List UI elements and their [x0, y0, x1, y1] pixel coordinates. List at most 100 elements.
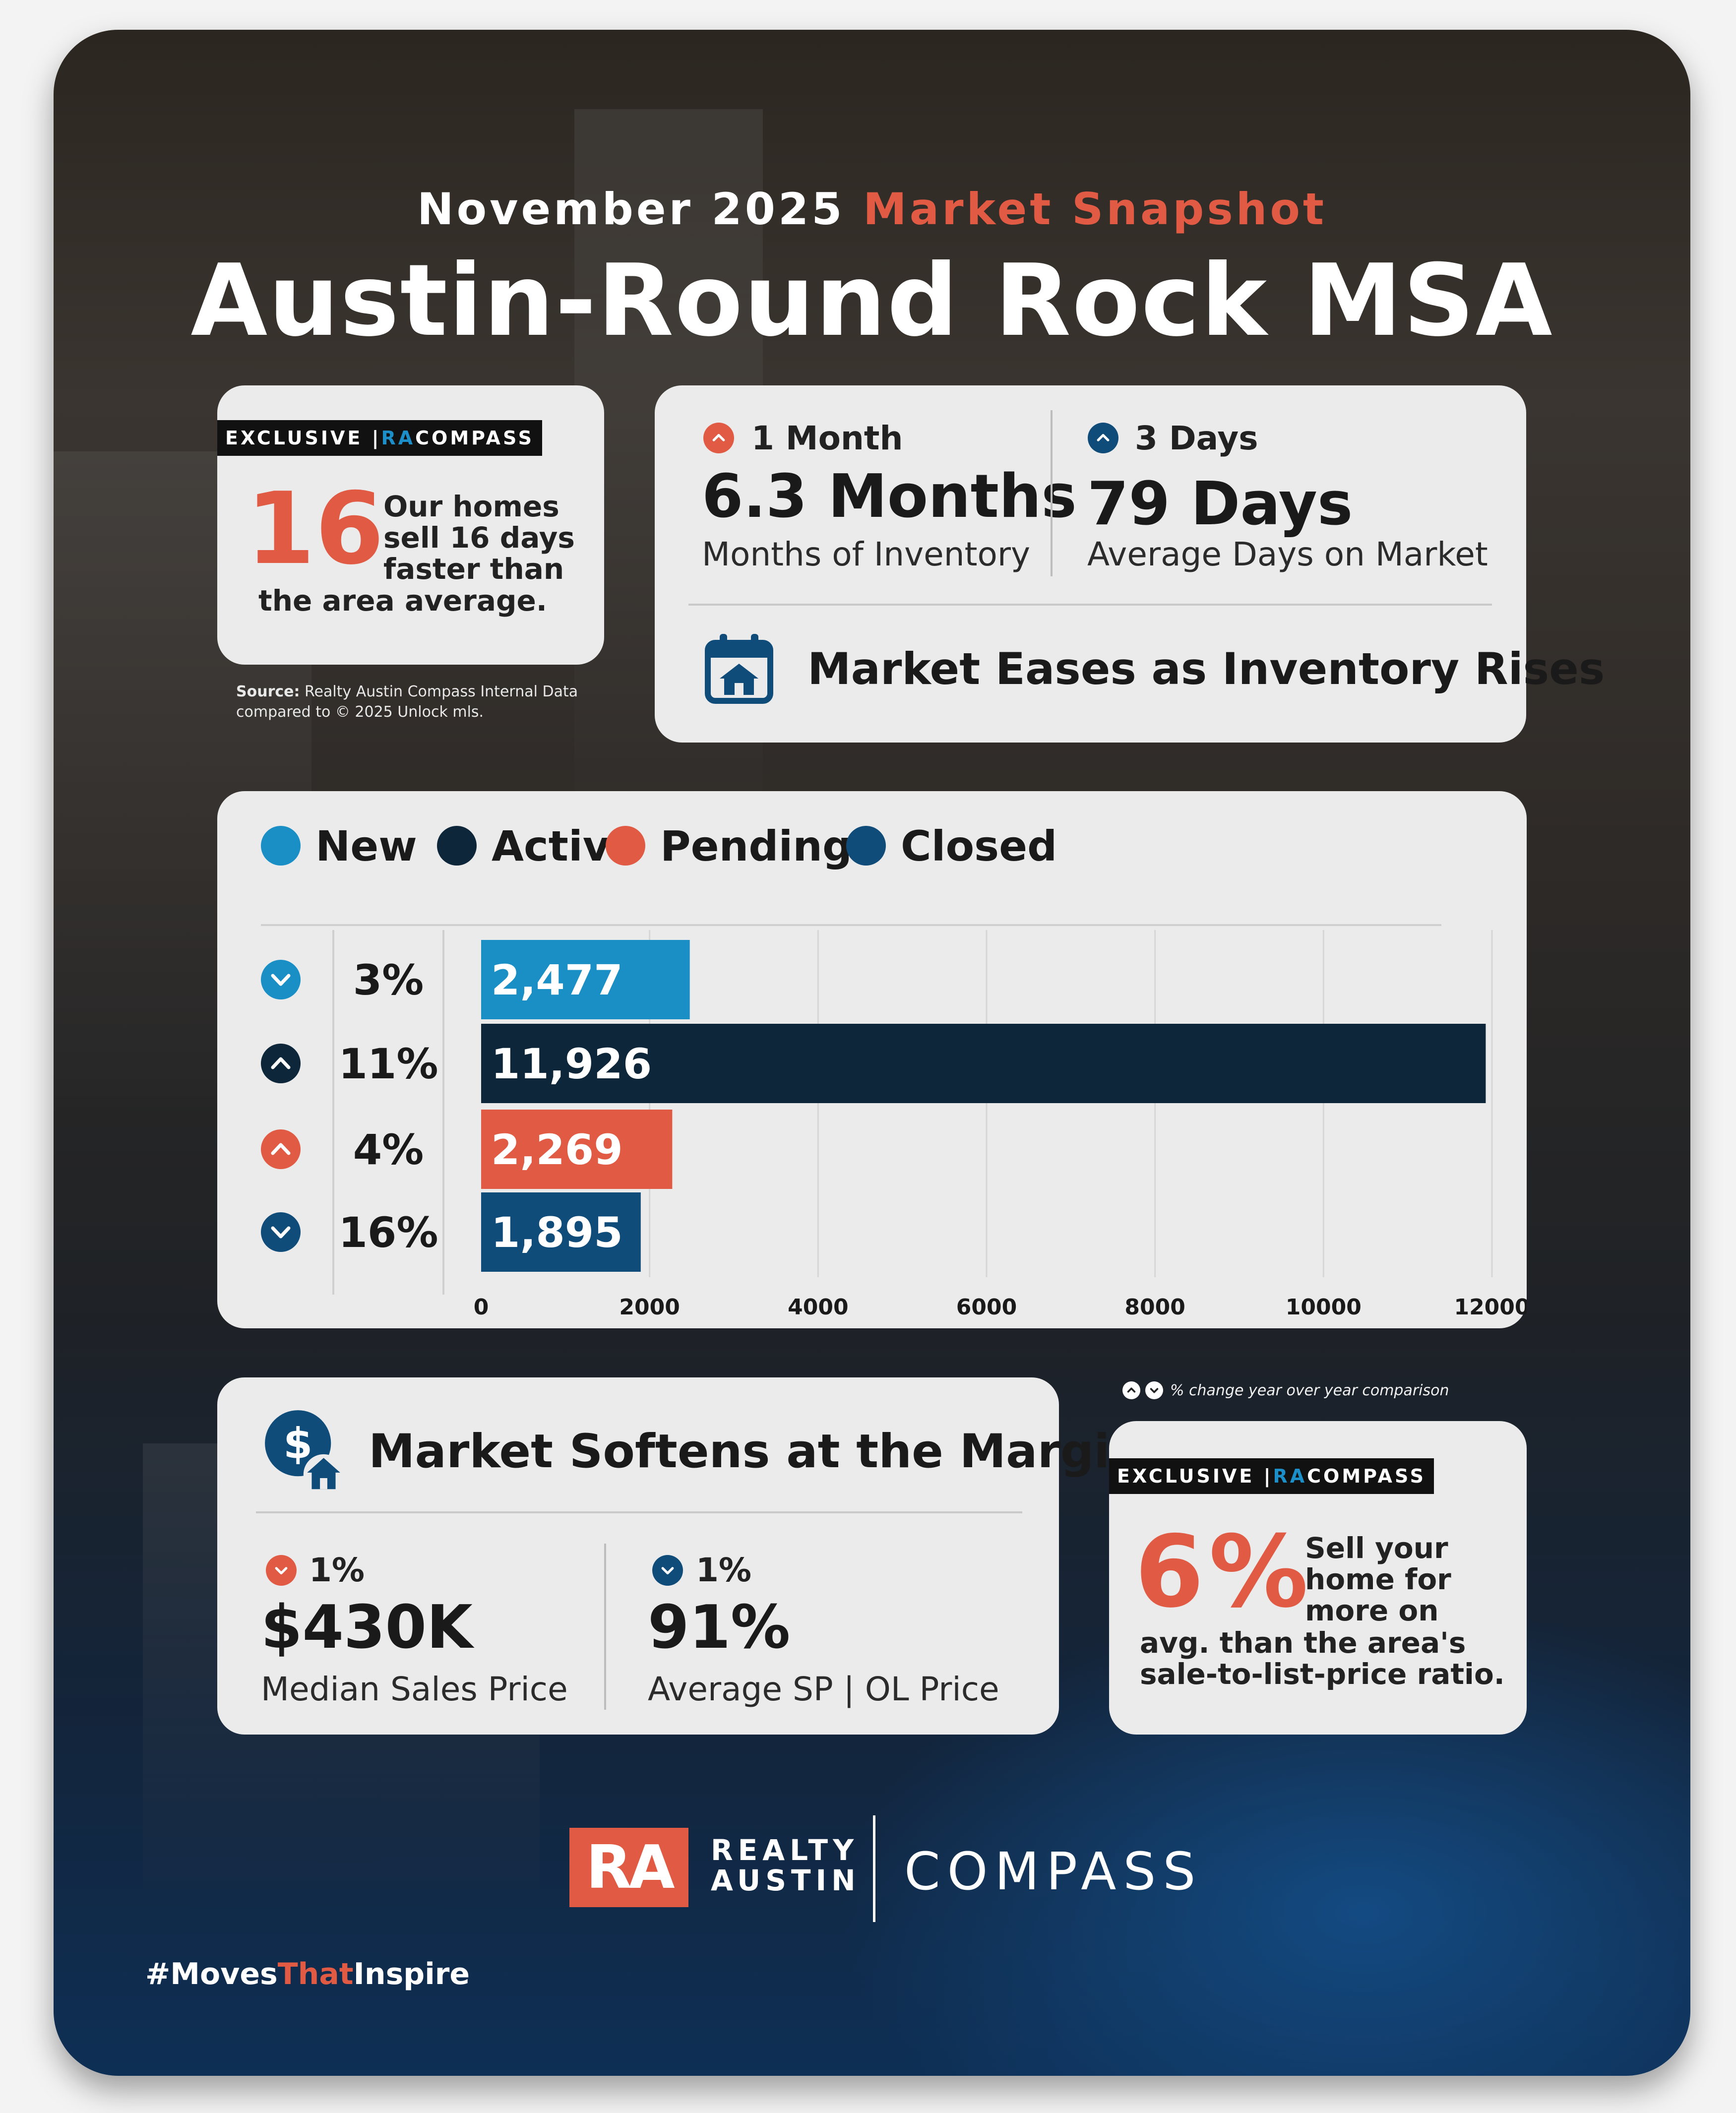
- gridline: [649, 930, 651, 1277]
- calendar-house-icon: [705, 634, 773, 704]
- stat-divider: [604, 1544, 606, 1710]
- stat-divider: [1051, 410, 1053, 576]
- margin-card: $ Market Softens at the Margin 1% $430K …: [217, 1377, 1143, 1735]
- bar-value-label: 1,895: [491, 1208, 623, 1257]
- chevron-down-icon: [1145, 1381, 1163, 1399]
- exclusive-price-line3: more on: [1305, 1594, 1439, 1627]
- bar: [481, 1192, 641, 1272]
- price-number: 6: [1135, 1514, 1204, 1630]
- infographic-frame: November 2025 Market Snapshot Austin-Rou…: [54, 30, 1690, 2076]
- exclusive-days-number: 16: [246, 471, 384, 587]
- x-tick-label: 10000: [1286, 1295, 1362, 1320]
- exclusive-price-line5: sale-to-list-price ratio.: [1140, 1657, 1505, 1691]
- source-note: Source: Realty Austin Compass Internal D…: [236, 682, 578, 722]
- yoy-change-label: 3%: [353, 956, 424, 1004]
- yoy-change-label: 11%: [338, 1040, 438, 1088]
- chevron-up-icon: [1088, 423, 1118, 453]
- bar-value-label: 2,269: [491, 1125, 623, 1174]
- bar-value-label: 2,477: [491, 956, 623, 1004]
- chevron-down-icon: [266, 1555, 297, 1586]
- chevron-down-icon: [652, 1555, 683, 1586]
- hashtag-part3: Inspire: [353, 1957, 470, 1991]
- x-tick-label: 4000: [788, 1295, 848, 1320]
- x-tick-label: 12000: [1454, 1295, 1527, 1320]
- bar-value-label: 11,926: [491, 1040, 652, 1088]
- inventory-change: 1 Month: [751, 419, 903, 457]
- logo-divider: [873, 1815, 875, 1922]
- exclusive-days-line2: sell 16 days: [383, 521, 575, 555]
- bar: [481, 1110, 673, 1189]
- badge-ra: RA: [381, 427, 416, 449]
- ratio-value: 91%: [648, 1593, 791, 1662]
- gridline: [817, 930, 819, 1277]
- footnote-text: % change year over year comparison: [1170, 1381, 1449, 1399]
- legend-swatch: [846, 826, 886, 866]
- source-text-line2: compared to © 2025 Unlock mls.: [236, 703, 484, 721]
- dollar-house-icon: $: [265, 1410, 344, 1495]
- header-month: November 2025: [417, 184, 845, 235]
- axis-divider: [442, 930, 444, 1295]
- gridline: [986, 930, 988, 1277]
- exclusive-days-line3: faster than: [383, 552, 564, 586]
- chevron-up-icon: [261, 1044, 301, 1083]
- x-tick-label: 6000: [956, 1295, 1017, 1320]
- legend-swatch: [261, 826, 301, 866]
- legend-swatch: [606, 826, 645, 866]
- gridline: [1322, 930, 1324, 1277]
- legend-label: Closed: [901, 822, 1057, 870]
- realty-austin-wordmark: REALTY AUSTIN: [711, 1835, 861, 1896]
- exclusive-badge: EXCLUSIVE | RA COMPASS: [217, 420, 542, 456]
- compass-logo: COMPASS: [904, 1841, 1203, 1902]
- exclusive-badge: EXCLUSIVE | RA COMPASS: [1109, 1458, 1434, 1494]
- badge-text: EXCLUSIVE |: [225, 427, 381, 449]
- exclusive-price-card: EXCLUSIVE | RA COMPASS 6% Sell your home…: [1109, 1421, 1527, 1735]
- badge-text: EXCLUSIVE |: [1117, 1465, 1273, 1487]
- exclusive-days-card: EXCLUSIVE | RA COMPASS 16 Our homes sell…: [217, 385, 604, 665]
- change-column-divider: [332, 930, 334, 1295]
- exclusive-price-line1: Sell your: [1305, 1531, 1448, 1565]
- yoy-change-label: 4%: [353, 1125, 424, 1174]
- chevron-up-icon: [261, 1129, 301, 1169]
- chevron-down-icon: [261, 960, 301, 999]
- card-divider: [688, 604, 1492, 606]
- source-text: Realty Austin Compass Internal Data: [300, 683, 578, 700]
- median-label: Median Sales Price: [261, 1670, 568, 1708]
- listings-chart-card: New Active Pending Closed 0 2000 4000 6000 8000 1…: [217, 791, 1527, 1328]
- ra-logo-text: RA: [586, 1833, 675, 1902]
- exclusive-days-line1: Our homes: [383, 490, 559, 523]
- exclusive-price-line4: avg. than the area's: [1140, 1626, 1466, 1660]
- wordmark-realty: REALTY: [711, 1833, 859, 1867]
- bar: [481, 940, 690, 1019]
- header-snapshot: Market Snapshot: [863, 184, 1327, 235]
- legend-divider: [261, 924, 1441, 926]
- badge-compass: COMPASS: [1307, 1465, 1426, 1487]
- dom-value: 79 Days: [1087, 470, 1353, 539]
- gridline: [1154, 930, 1156, 1277]
- hashtag: #MovesThatInspire: [145, 1957, 470, 1991]
- chevron-up-icon: [703, 423, 734, 453]
- page-title: Austin-Round Rock MSA: [190, 243, 1553, 359]
- chevron-up-icon: [1122, 1381, 1140, 1399]
- chevron-up-glyph: [271, 1143, 291, 1155]
- x-tick-label: 0: [474, 1295, 489, 1320]
- source-label: Source:: [236, 683, 300, 700]
- badge-ra: RA: [1273, 1465, 1307, 1487]
- exclusive-price-number: 6%: [1135, 1523, 1308, 1622]
- header-subtitle: November 2025 Market Snapshot: [54, 184, 1690, 235]
- ratio-label: Average SP | OL Price: [648, 1670, 999, 1708]
- yoy-change-label: 16%: [338, 1208, 438, 1257]
- dom-change: 3 Days: [1135, 419, 1258, 457]
- svg-text:$: $: [283, 1419, 312, 1468]
- hashtag-part2: That: [277, 1957, 354, 1991]
- median-change: 1%: [309, 1551, 365, 1589]
- chevron-down-glyph: [271, 1226, 291, 1239]
- dom-label: Average Days on Market: [1087, 535, 1488, 573]
- chevron-down-icon: [261, 1212, 301, 1252]
- legend-label: Pending: [660, 822, 852, 870]
- card-divider: [256, 1511, 1022, 1513]
- ra-logo: RA: [569, 1828, 688, 1907]
- median-value: $430K: [261, 1593, 473, 1662]
- bar: [481, 1024, 1486, 1103]
- x-tick-label: 2000: [619, 1295, 680, 1320]
